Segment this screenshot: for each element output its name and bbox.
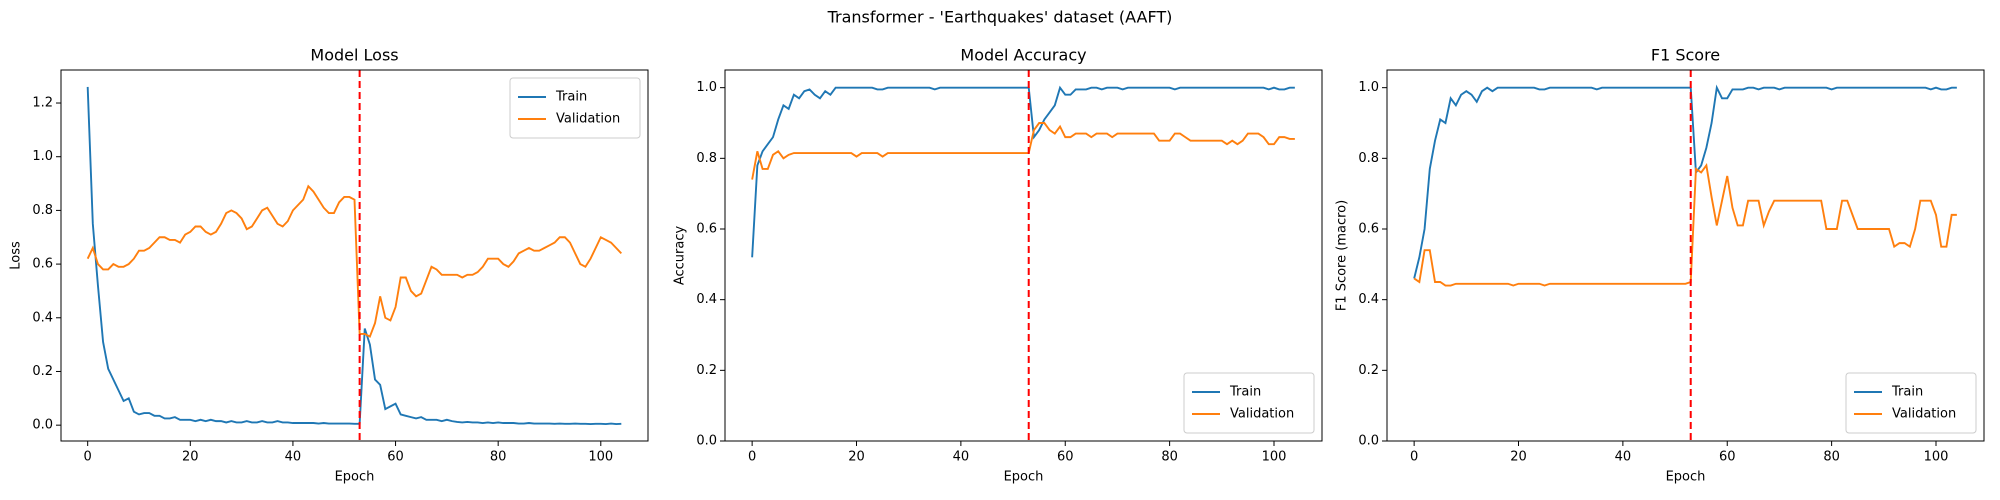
y-tick-label: 0.4: [1358, 292, 1379, 307]
x-tick-label: 0: [84, 450, 92, 465]
x-tick-label: 60: [1719, 450, 1736, 465]
legend-box: [1183, 372, 1315, 434]
x-tick-label: 80: [1823, 450, 1840, 465]
x-axis-label: Epoch: [335, 470, 375, 485]
x-tick-label: 80: [1161, 450, 1178, 465]
series-line: [86, 86, 622, 426]
legend-label: Train: [1891, 385, 1923, 400]
y-tick-label: 0.8: [696, 151, 717, 166]
x-tick-label: 40: [1615, 450, 1632, 465]
y-axis-label: Accuracy: [673, 226, 688, 286]
x-axis-label: Epoch: [1666, 470, 1706, 485]
y-tick-label: 0.4: [32, 310, 53, 325]
x-tick-label: 20: [848, 450, 865, 465]
axes-frame: [60, 69, 649, 442]
y-tick-label: 0.6: [32, 257, 53, 272]
y-tick-label: 0.2: [696, 363, 717, 378]
legend: Train Validation: [1183, 372, 1315, 434]
y-tick-label: 0.2: [32, 364, 53, 379]
y-tick-label: 0.0: [696, 434, 717, 449]
y-tick-label: 1.2: [32, 96, 53, 111]
legend-box: [509, 77, 641, 139]
legend: Train Validation: [1845, 372, 1977, 434]
axes-title: Model Loss: [310, 46, 398, 65]
axes-title: Model Accuracy: [960, 46, 1086, 65]
x-tick-label: 100: [1924, 450, 1949, 465]
axes-title: F1 Score: [1651, 46, 1720, 65]
axes-frame: [1386, 69, 1985, 442]
y-axis-label: Loss: [9, 241, 24, 270]
x-tick-label: 40: [953, 450, 970, 465]
y-axis-label: F1 Score (macro): [1335, 200, 1350, 311]
legend: Train Validation: [509, 77, 641, 139]
y-tick-label: 0.6: [1358, 222, 1379, 237]
legend-label: Validation: [1230, 407, 1294, 422]
x-tick-label: 0: [748, 450, 756, 465]
x-tick-label: 20: [1510, 450, 1527, 465]
legend-label: Validation: [1892, 407, 1956, 422]
series-line: [751, 122, 1295, 180]
y-tick-label: 0.0: [32, 418, 53, 433]
y-tick-label: 0.6: [696, 222, 717, 237]
series-line: [1413, 163, 1957, 287]
legend-label: Validation: [556, 112, 620, 127]
x-tick-label: 100: [588, 450, 613, 465]
axes-frame: [724, 69, 1323, 442]
y-tick-label: 0.4: [696, 292, 717, 307]
y-tick-label: 0.8: [1358, 151, 1379, 166]
x-tick-label: 20: [182, 450, 199, 465]
x-tick-label: 60: [1057, 450, 1074, 465]
x-tick-label: 80: [490, 450, 507, 465]
y-tick-label: 0.8: [32, 203, 53, 218]
x-axis-label: Epoch: [1004, 470, 1044, 485]
legend-label: Train: [1229, 385, 1261, 400]
series-line: [1413, 84, 1957, 279]
series-line: [751, 85, 1295, 258]
y-tick-label: 1.0: [1358, 80, 1379, 95]
y-tick-label: 0.2: [1358, 363, 1379, 378]
x-tick-label: 40: [285, 450, 302, 465]
legend-label: Train: [555, 90, 587, 105]
y-tick-label: 0.0: [1358, 434, 1379, 449]
y-tick-label: 1.0: [32, 149, 53, 164]
x-tick-label: 0: [1410, 450, 1418, 465]
x-tick-label: 100: [1262, 450, 1287, 465]
legend-box: [1845, 372, 1977, 434]
y-tick-label: 1.0: [696, 80, 717, 95]
figure-title: Transformer - 'Earthquakes' dataset (AAF…: [827, 8, 1173, 27]
series-line: [86, 184, 623, 338]
x-tick-label: 60: [387, 450, 404, 465]
